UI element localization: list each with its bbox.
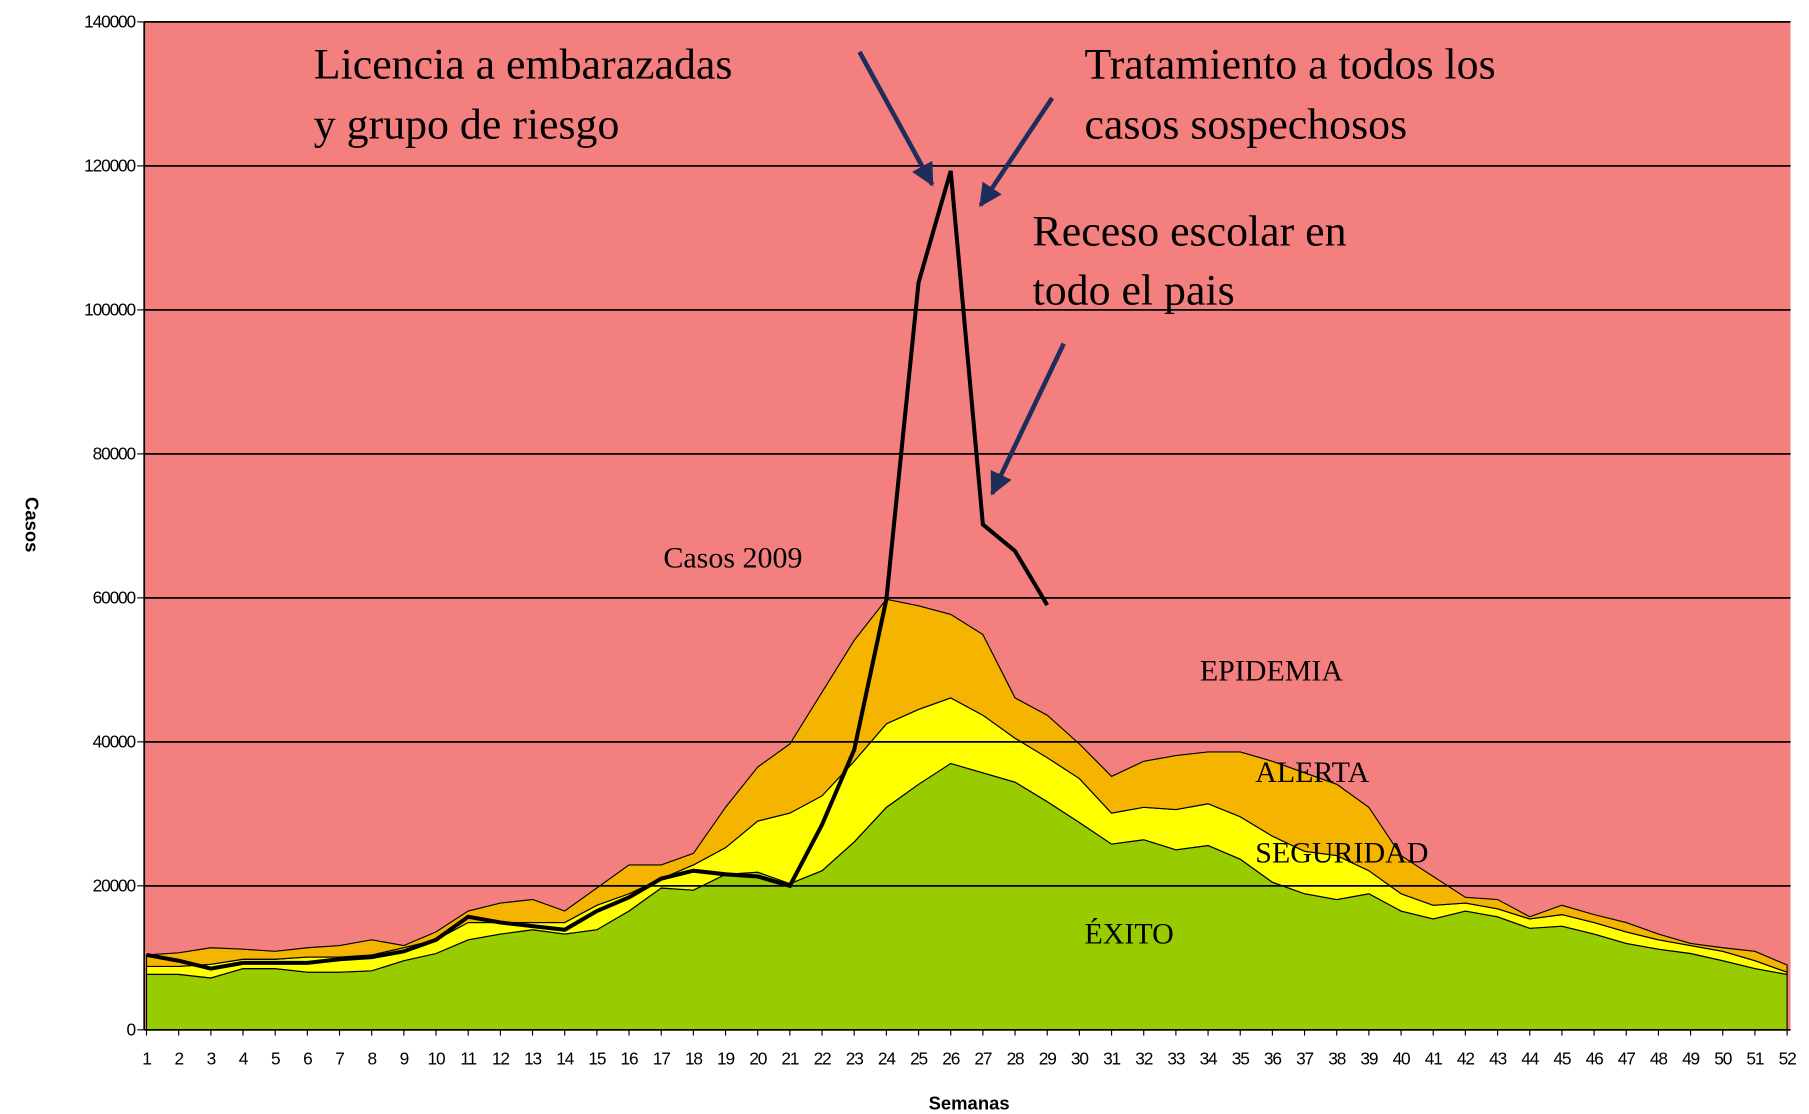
x-tick-label: 45 [1553, 1048, 1570, 1068]
x-tick-label: 29 [1039, 1048, 1056, 1068]
arrow [990, 342, 1066, 496]
x-tick-label: 14 [556, 1048, 574, 1068]
arrow [978, 96, 1055, 208]
y-tick-label: 100000 [84, 300, 135, 320]
x-tick-label: 47 [1618, 1048, 1635, 1068]
x-tick-label: 34 [1200, 1048, 1218, 1068]
annotation: todo el pais [1033, 266, 1235, 314]
x-axis-label: Semanas [929, 1092, 1010, 1113]
y-tick-label: 140000 [84, 12, 135, 32]
y-tick-label: 20000 [93, 876, 136, 896]
zone-label: ALERTA [1255, 756, 1369, 789]
x-tick-label: 35 [1232, 1048, 1249, 1068]
x-tick-label: 4 [239, 1048, 249, 1068]
line-series [146, 170, 1049, 971]
x-tick-label: 39 [1360, 1048, 1377, 1068]
x-tick-label: 16 [621, 1048, 638, 1068]
x-tick-label: 13 [524, 1048, 541, 1068]
x-tick-label: 46 [1586, 1048, 1603, 1068]
x-tick-label: 2 [174, 1048, 183, 1068]
zone-label: ÉXITO [1084, 917, 1173, 950]
x-tick-label: 52 [1779, 1048, 1796, 1068]
x-tick-label: 22 [814, 1048, 831, 1068]
y-tick-label: 80000 [93, 444, 136, 464]
x-tick-label: 28 [1007, 1048, 1024, 1068]
x-tick-label: 18 [685, 1048, 702, 1068]
x-tick-label: 30 [1071, 1048, 1088, 1068]
x-tick-label: 40 [1393, 1048, 1410, 1068]
arrow [857, 50, 935, 187]
x-tick-label: 49 [1682, 1048, 1699, 1068]
y-tick-label: 120000 [84, 156, 135, 176]
zone-label: SEGURIDAD [1255, 837, 1428, 870]
x-tick-label: 48 [1650, 1048, 1667, 1068]
x-tick-label: 23 [846, 1048, 863, 1068]
x-tick-label: 5 [271, 1048, 280, 1068]
y-tick-label: 0 [127, 1020, 136, 1040]
x-tick-label: 33 [1167, 1048, 1184, 1068]
x-tick-label: 27 [974, 1048, 991, 1068]
x-tick-label: 37 [1296, 1048, 1313, 1068]
x-tick-label: 44 [1521, 1048, 1539, 1068]
x-tick-label: 36 [1264, 1048, 1281, 1068]
x-tick-label: 12 [492, 1048, 509, 1068]
x-tick-label: 21 [781, 1048, 798, 1068]
annotation: y grupo de riesgo [314, 100, 620, 148]
x-tick-label: 42 [1457, 1048, 1474, 1068]
x-tick-label: 38 [1328, 1048, 1345, 1068]
y-axis-label: Casos [21, 497, 42, 552]
x-tick-label: 50 [1714, 1048, 1731, 1068]
x-tick-label: 43 [1489, 1048, 1506, 1068]
zone-label: EPIDEMIA [1200, 654, 1344, 687]
y-tick-label: 40000 [93, 732, 136, 752]
x-tick-label: 1 [142, 1048, 151, 1068]
x-tick-label: 51 [1746, 1048, 1763, 1068]
x-tick-label: 24 [878, 1048, 896, 1068]
y-tick-label: 60000 [93, 588, 136, 608]
x-tick-label: 25 [910, 1048, 927, 1068]
annotation: Receso escolar en [1033, 208, 1347, 256]
x-tick-label: 6 [303, 1048, 312, 1068]
x-tick-label: 8 [367, 1048, 376, 1068]
x-tick-label: 20 [749, 1048, 766, 1068]
x-tick-label: 19 [717, 1048, 734, 1068]
x-tick-label: 31 [1103, 1048, 1120, 1068]
x-tick-label: 41 [1425, 1048, 1442, 1068]
x-tick-label: 3 [207, 1048, 216, 1068]
annotation: Licencia a embarazadas [314, 40, 733, 88]
x-tick-label: 32 [1135, 1048, 1152, 1068]
annotation: casos sospechosos [1084, 100, 1407, 148]
x-tick-label: 7 [335, 1048, 344, 1068]
annotation: Tratamiento a todos los [1084, 40, 1495, 88]
x-tick-label: 9 [400, 1048, 409, 1068]
x-tick-label: 17 [653, 1048, 670, 1068]
x-tick-label: 11 [460, 1048, 476, 1068]
x-tick-label: 15 [588, 1048, 605, 1068]
series-label: Casos 2009 [663, 541, 802, 574]
x-tick-label: 10 [428, 1048, 445, 1068]
x-tick-label: 26 [942, 1048, 959, 1068]
